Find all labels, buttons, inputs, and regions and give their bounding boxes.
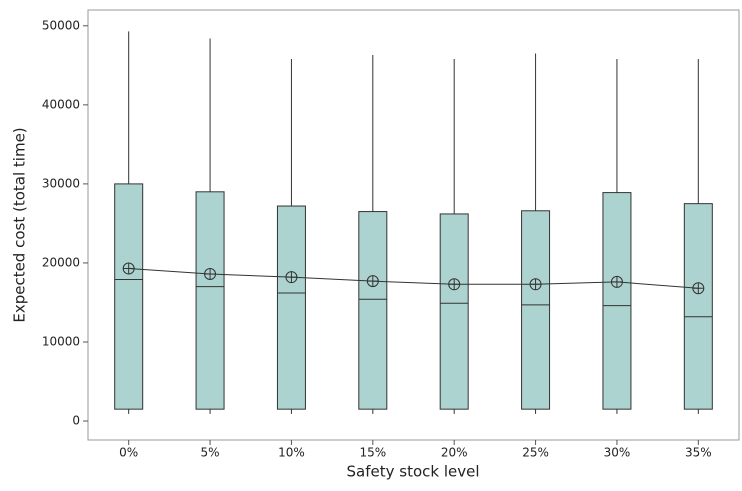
mean-symbol — [529, 278, 542, 291]
mean-symbol — [285, 271, 298, 284]
x-tick-label: 35% — [685, 446, 712, 460]
y-tick-label: 20000 — [42, 255, 80, 269]
x-tick-label: 10% — [278, 446, 305, 460]
y-tick-label: 30000 — [42, 176, 80, 190]
x-tick-label: 0% — [119, 446, 138, 460]
box — [358, 211, 388, 410]
box — [276, 205, 306, 410]
mean-line — [128, 267, 699, 289]
mean-symbol — [692, 282, 705, 295]
y-tick-label: 50000 — [42, 18, 80, 32]
box — [602, 192, 632, 410]
y-tick-label: 0 — [72, 414, 80, 428]
x-tick-label: 25% — [522, 446, 549, 460]
y-tick-label: 10000 — [42, 334, 80, 348]
mean-symbol — [610, 275, 623, 288]
x-tick-label: 15% — [359, 446, 386, 460]
box — [195, 191, 225, 410]
y-tick-label: 40000 — [42, 97, 80, 111]
mean-symbol — [448, 278, 461, 291]
x-axis-title: Safety stock level — [347, 463, 480, 481]
box — [439, 213, 469, 410]
box — [683, 203, 713, 410]
box — [114, 183, 144, 410]
y-axis-title: Expected cost (total time) — [11, 127, 29, 322]
mean-symbol — [204, 268, 217, 281]
x-tick-label: 30% — [604, 446, 631, 460]
plot-frame — [87, 9, 740, 441]
mean-symbol — [366, 275, 379, 288]
x-tick-label: 20% — [441, 446, 468, 460]
mean-symbol — [122, 262, 135, 275]
x-tick-label: 5% — [201, 446, 220, 460]
box — [521, 210, 551, 410]
